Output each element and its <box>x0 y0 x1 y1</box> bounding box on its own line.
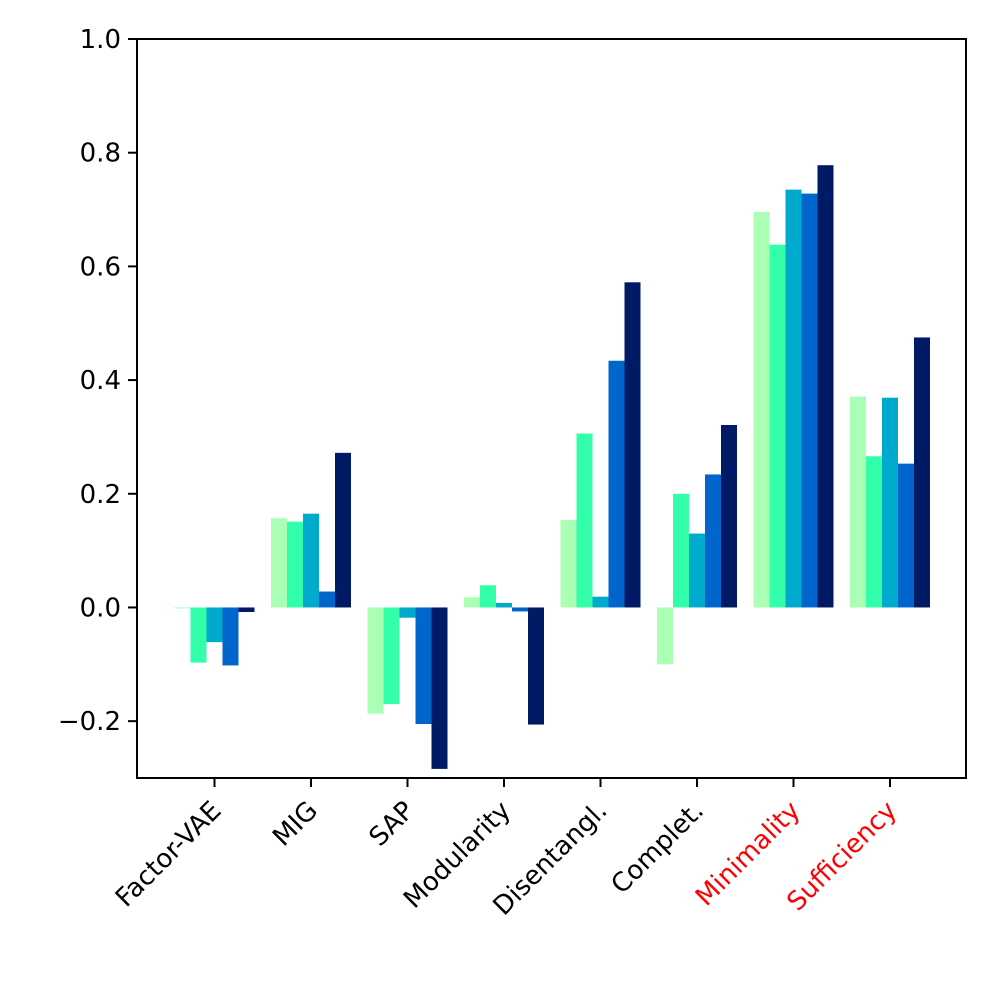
bar-sap-series-2 <box>383 607 400 705</box>
y-tick-label: 1.0 <box>80 25 121 55</box>
bar-disentangl-series-3 <box>592 596 609 608</box>
bar-minimality-series-2 <box>769 244 786 608</box>
y-tick-label: 0.2 <box>80 480 121 510</box>
bar-factor-vae-series-1 <box>174 607 191 609</box>
x-axis: Factor-VAE MIG SAPModularityDisentangl.Com… <box>110 778 903 922</box>
bar-disentangl-series-5 <box>624 282 641 608</box>
bar-sap-series-4 <box>415 607 432 724</box>
bar-modularity-series-5 <box>528 607 544 725</box>
bar-disentangl-series-4 <box>608 360 625 608</box>
bar-modularity-series-1 <box>464 597 480 608</box>
bar-sufficiency-series-3 <box>882 397 898 608</box>
bar-modularity-series-2 <box>480 585 496 608</box>
bar-mig-series-1 <box>271 518 287 608</box>
bar-mig-series-3 <box>303 513 319 608</box>
x-tick-label-sap: SAP <box>364 796 421 853</box>
bar-disentangl-series-2 <box>576 433 593 608</box>
bar-sufficiency-series-1 <box>850 396 866 608</box>
bar-sufficiency-series-2 <box>866 456 882 608</box>
y-tick-label: 0.4 <box>80 366 121 396</box>
x-tick-label-complet: Complet. <box>606 796 710 900</box>
x-tick-label-mig: MIG <box>267 796 324 853</box>
bar-complet-series-2 <box>673 493 689 608</box>
bar-sap-series-1 <box>367 607 384 714</box>
bar-minimality-series-3 <box>785 189 802 608</box>
bar-mig-series-5 <box>335 452 351 608</box>
bar-factor-vae-series-5 <box>238 607 255 613</box>
bar-complet-series-4 <box>705 474 721 608</box>
bar-modularity-series-3 <box>496 602 512 608</box>
bar-minimality-series-1 <box>753 211 770 608</box>
x-tick-label-factor-vae: Factor-VAE <box>110 796 227 913</box>
bar-factor-vae-series-2 <box>190 607 207 663</box>
bar-sap-series-5 <box>431 607 448 769</box>
y-tick-label: 0.6 <box>80 252 121 282</box>
bar-factor-vae-series-3 <box>206 607 223 643</box>
bar-complet-series-1 <box>657 607 673 665</box>
plot-frame <box>136 38 967 779</box>
bar-mig-series-2 <box>287 521 303 608</box>
bar-factor-vae-series-4 <box>222 607 239 666</box>
bar-sap-series-3 <box>399 607 416 618</box>
bars-group <box>174 165 930 769</box>
bar-mig-series-4 <box>319 591 335 608</box>
bar-sufficiency-series-5 <box>914 337 930 608</box>
y-tick-label: −0.2 <box>58 707 121 737</box>
bar-disentangl-series-1 <box>560 519 577 608</box>
bar-minimality-series-5 <box>817 165 834 608</box>
y-tick-label: 0.0 <box>80 593 121 623</box>
bar-modularity-series-4 <box>512 607 528 612</box>
y-axis: −0.2 0.0 0.2 0.4 0.6 0.8 1.0 <box>58 25 137 737</box>
bar-complet-series-5 <box>721 424 737 608</box>
bar-complet-series-3 <box>689 533 705 608</box>
bar-sufficiency-series-4 <box>898 463 914 608</box>
y-tick-label: 0.8 <box>80 139 121 169</box>
bar-minimality-series-4 <box>801 193 818 608</box>
